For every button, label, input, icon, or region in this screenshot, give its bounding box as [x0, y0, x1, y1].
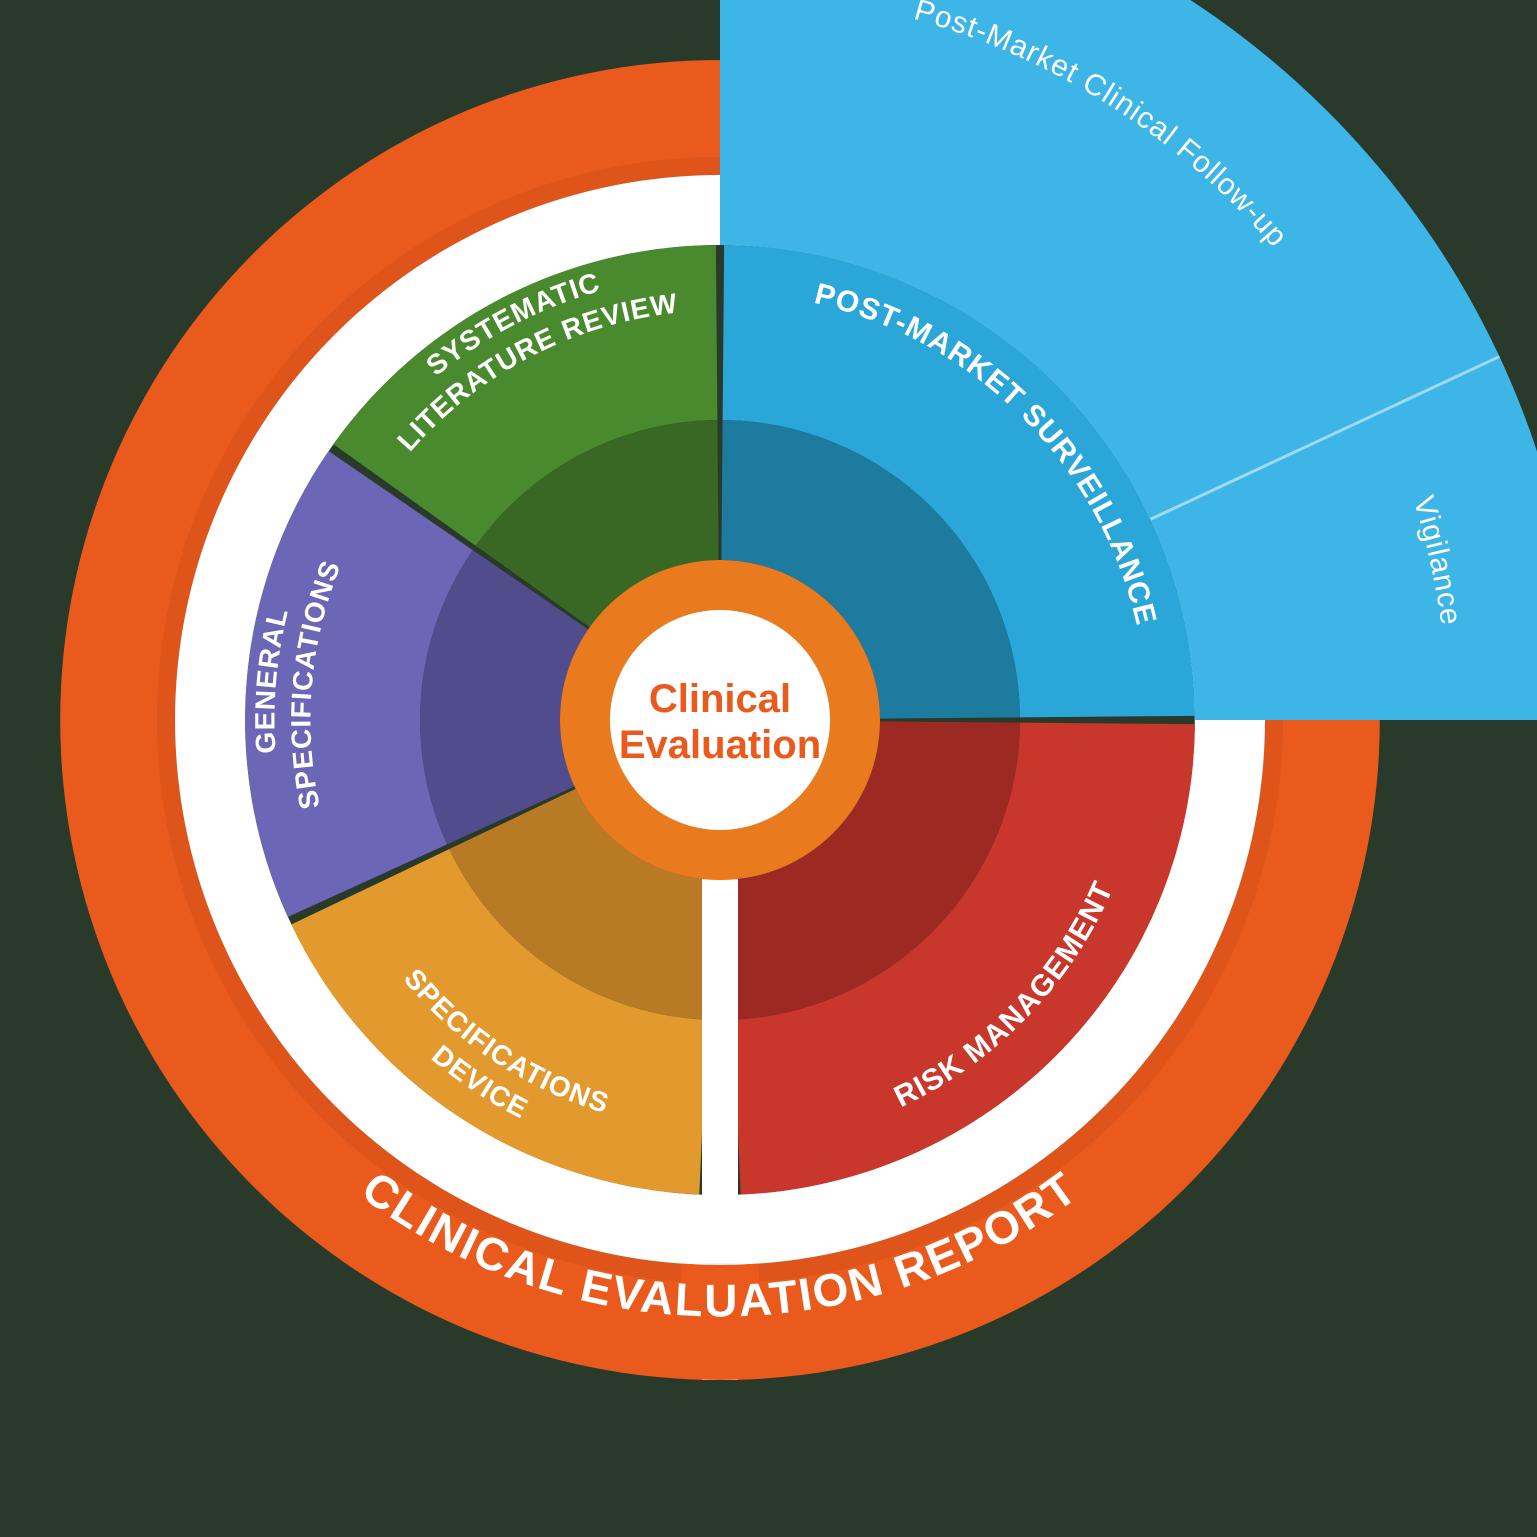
core-label-2: Evaluation — [619, 723, 821, 767]
core-label: Clinical — [649, 677, 791, 721]
